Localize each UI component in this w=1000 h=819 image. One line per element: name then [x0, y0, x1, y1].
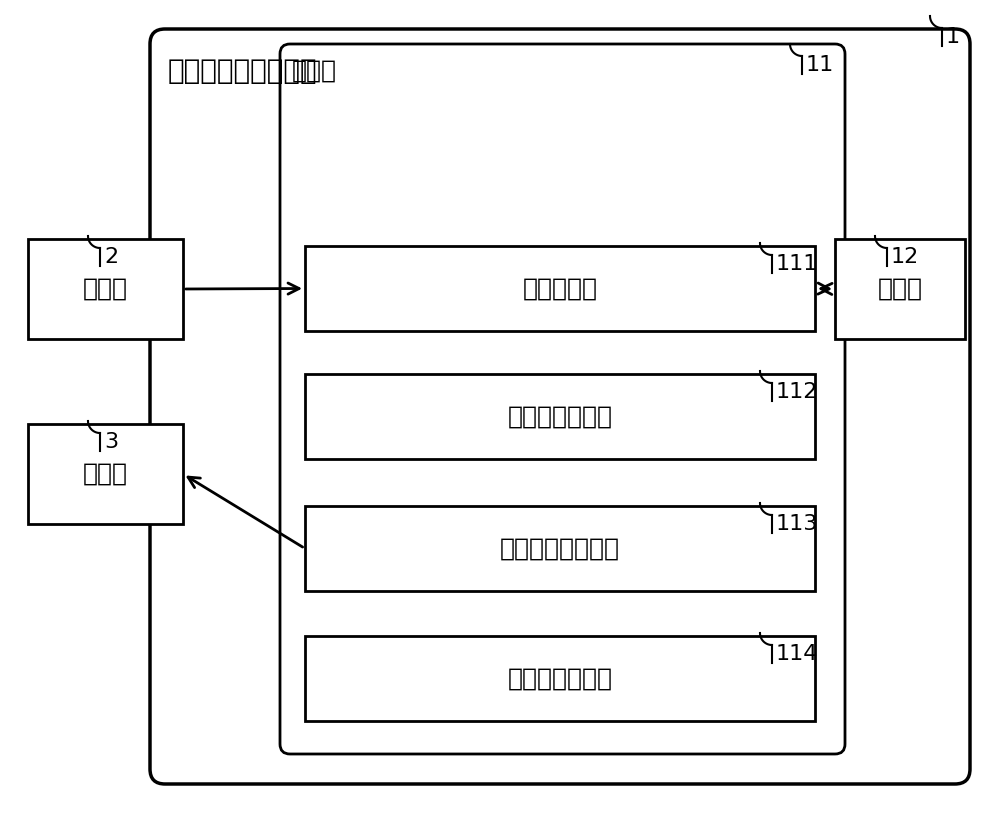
Bar [305, 506, 815, 591]
Text: 存储器: 存储器 [878, 277, 922, 301]
Text: 步行参数检测部: 步行参数检测部 [508, 405, 612, 428]
Text: 1: 1 [946, 27, 960, 47]
Text: 肌肉衰减症判断部: 肌肉衰减症判断部 [500, 536, 620, 560]
FancyBboxPatch shape [280, 44, 845, 754]
Text: 摄像机: 摄像机 [83, 277, 128, 301]
Bar [28, 424, 183, 524]
Bar [835, 239, 965, 339]
Text: 113: 113 [776, 514, 818, 534]
Bar [305, 636, 815, 721]
Text: 114: 114 [776, 644, 818, 664]
Text: 数据获取部: 数据获取部 [522, 277, 598, 301]
FancyBboxPatch shape [150, 29, 970, 784]
Text: 处理器: 处理器 [292, 59, 337, 83]
Text: 112: 112 [776, 382, 818, 402]
Text: 3: 3 [104, 432, 118, 452]
Bar [305, 246, 815, 331]
Text: 评估结果提示部: 评估结果提示部 [508, 667, 612, 690]
Text: 11: 11 [806, 55, 834, 75]
Text: 111: 111 [776, 254, 818, 274]
Bar [305, 374, 815, 459]
Text: 12: 12 [891, 247, 919, 267]
Text: 2: 2 [104, 247, 118, 267]
Text: 肌肉衰减症评估装置: 肌肉衰减症评估装置 [168, 57, 318, 85]
Bar [28, 239, 183, 339]
Text: 显示部: 显示部 [83, 462, 128, 486]
